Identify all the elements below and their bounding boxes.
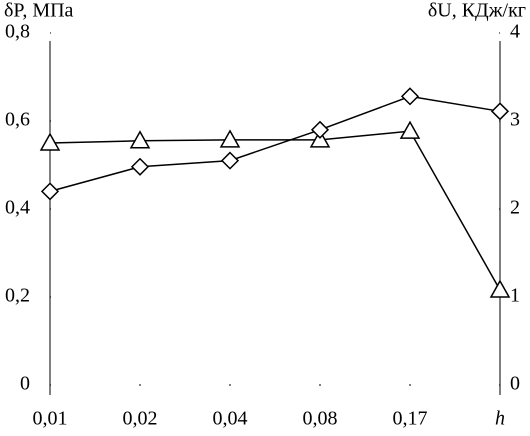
x-tick-label: 0,01	[33, 408, 68, 430]
marker-triangle	[39, 132, 61, 151]
marker-diamond	[400, 87, 420, 106]
series-line	[49, 130, 501, 291]
marker-diamond	[310, 120, 330, 139]
marker-diamond	[490, 102, 510, 121]
marker-triangle	[309, 129, 331, 148]
y-tick-label: 0,2	[5, 285, 30, 307]
marker-triangle	[129, 130, 151, 149]
y2-tick-label: 0	[510, 373, 520, 395]
marker-diamond	[220, 151, 240, 170]
marker-diamond	[40, 182, 60, 201]
y-tick-label: 0,4	[5, 197, 30, 219]
x-tick-label: 0,04	[213, 408, 248, 430]
y2-tick-label: 1	[510, 285, 520, 307]
x-tick-label: 0,02	[123, 408, 158, 430]
y2-tick-label: 3	[510, 109, 520, 131]
y-tick-label: 0	[20, 373, 30, 395]
y2-tick-label: 4	[510, 21, 520, 43]
y2-axis-label: δU, КДж/кг	[428, 0, 526, 22]
x-tick-label: 0,17	[393, 408, 428, 430]
x-axis-label: h	[495, 408, 505, 430]
y-tick-label: 0,8	[5, 21, 30, 43]
x-tick-label: 0,08	[303, 408, 338, 430]
series-line	[49, 95, 501, 193]
marker-triangle	[399, 120, 421, 139]
marker-triangle	[489, 279, 511, 298]
y-tick-label: 0,6	[5, 109, 30, 131]
y2-tick-label: 2	[510, 197, 520, 219]
marker-diamond	[130, 157, 150, 176]
y-axis-label: δP, МПа	[4, 0, 74, 22]
marker-triangle	[219, 129, 241, 148]
